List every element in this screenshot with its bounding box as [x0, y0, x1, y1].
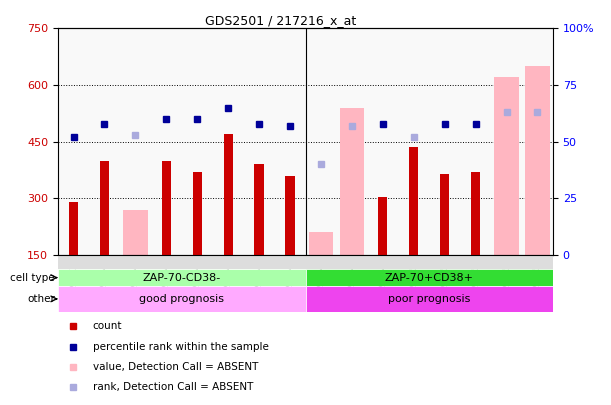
- Title: GDS2501 / 217216_x_at: GDS2501 / 217216_x_at: [205, 14, 356, 27]
- Text: value, Detection Call = ABSENT: value, Detection Call = ABSENT: [93, 362, 258, 372]
- Text: count: count: [93, 322, 122, 331]
- Bar: [522, 28, 553, 255]
- Bar: [337, 28, 367, 255]
- Bar: [409, 147, 419, 255]
- Text: other: other: [27, 294, 55, 304]
- Bar: [151, 28, 182, 255]
- Bar: [460, 28, 491, 255]
- Bar: [89, 28, 120, 255]
- Bar: [285, 176, 295, 255]
- Bar: [244, 28, 274, 255]
- Bar: [69, 202, 78, 255]
- Bar: [378, 196, 387, 255]
- Bar: [340, 108, 364, 255]
- Bar: [306, 269, 553, 286]
- Bar: [58, 28, 89, 255]
- Bar: [309, 232, 334, 255]
- Text: cell type: cell type: [10, 273, 55, 283]
- Text: good prognosis: good prognosis: [139, 294, 224, 304]
- Bar: [525, 66, 550, 255]
- Text: percentile rank within the sample: percentile rank within the sample: [93, 342, 269, 352]
- Bar: [494, 77, 519, 255]
- Text: ZAP-70+CD38+: ZAP-70+CD38+: [385, 273, 474, 283]
- Text: rank, Detection Call = ABSENT: rank, Detection Call = ABSENT: [93, 382, 253, 392]
- Bar: [120, 28, 151, 255]
- Bar: [58, 255, 553, 269]
- Bar: [491, 28, 522, 255]
- Bar: [100, 161, 109, 255]
- Bar: [182, 28, 213, 255]
- Bar: [398, 28, 429, 255]
- Text: ZAP-70-CD38-: ZAP-70-CD38-: [142, 273, 221, 283]
- Bar: [274, 28, 306, 255]
- Bar: [471, 172, 480, 255]
- Text: poor prognosis: poor prognosis: [388, 294, 470, 304]
- Bar: [440, 174, 449, 255]
- Bar: [162, 161, 171, 255]
- Bar: [429, 28, 460, 255]
- Bar: [192, 172, 202, 255]
- Bar: [254, 164, 264, 255]
- Bar: [58, 286, 306, 312]
- Bar: [58, 269, 306, 286]
- Bar: [224, 134, 233, 255]
- Bar: [367, 28, 398, 255]
- Bar: [306, 28, 337, 255]
- Bar: [123, 210, 148, 255]
- Bar: [213, 28, 244, 255]
- Bar: [306, 286, 553, 312]
